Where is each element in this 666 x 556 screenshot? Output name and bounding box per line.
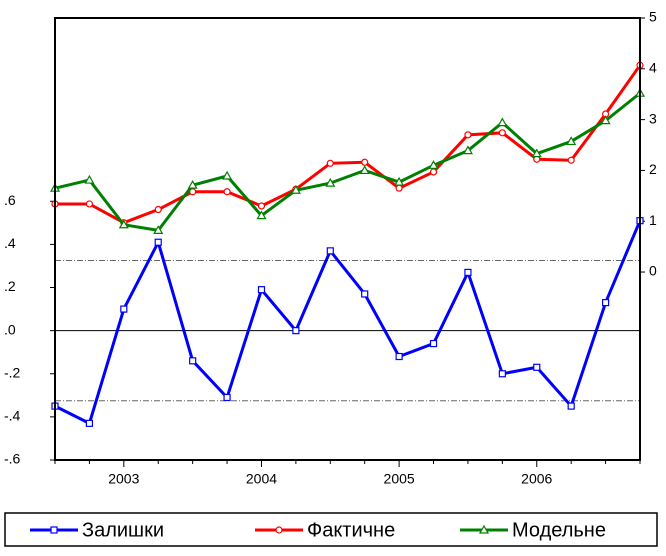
marker <box>120 305 128 313</box>
legend-box <box>4 512 658 547</box>
marker <box>478 524 490 534</box>
y-tick-label: -.6 <box>4 451 21 467</box>
y-tick-label: .0 <box>4 321 16 337</box>
marker <box>275 526 283 534</box>
marker <box>462 145 473 155</box>
marker <box>223 393 231 402</box>
marker <box>464 131 472 139</box>
marker <box>187 179 198 189</box>
y-tick-label: .4 <box>4 235 16 251</box>
marker <box>395 184 403 192</box>
marker <box>290 185 301 194</box>
legend-label: Фактичне <box>307 519 395 541</box>
marker <box>361 158 369 166</box>
marker <box>429 168 438 176</box>
plot-frame <box>54 17 641 461</box>
marker <box>464 268 472 277</box>
series-line <box>54 220 642 426</box>
marker <box>85 200 94 208</box>
y2-tick-label: 0 <box>649 263 657 279</box>
marker <box>497 117 508 127</box>
marker <box>429 339 438 348</box>
y2-tick-label: 5 <box>649 9 657 25</box>
marker <box>223 188 231 196</box>
x-tick-label: 2005 <box>384 471 415 487</box>
x-tick-label: 2003 <box>108 471 139 487</box>
marker <box>361 290 369 298</box>
y-tick-label: -.4 <box>4 408 21 424</box>
marker <box>326 247 334 255</box>
marker <box>498 129 506 137</box>
marker <box>326 159 334 167</box>
marker <box>292 327 300 335</box>
marker <box>567 402 575 410</box>
marker <box>325 177 336 187</box>
x-tick-label: 2006 <box>521 471 552 487</box>
y-tick-label: .2 <box>4 278 16 294</box>
marker <box>566 136 577 146</box>
marker <box>154 238 162 246</box>
marker <box>154 205 162 214</box>
marker <box>567 156 575 164</box>
marker <box>394 176 405 186</box>
marker <box>257 202 266 210</box>
series-line <box>54 92 641 232</box>
marker <box>189 357 197 365</box>
marker <box>189 188 197 196</box>
marker <box>600 115 611 125</box>
y2-tick-label: 1 <box>649 212 657 228</box>
marker <box>84 174 95 184</box>
y2-tick-label: 4 <box>649 60 657 76</box>
legend: Залишки Фактичне Модельне <box>4 512 658 547</box>
marker <box>359 165 370 175</box>
marker <box>498 370 506 378</box>
marker <box>428 160 439 169</box>
marker <box>257 286 266 294</box>
marker <box>118 219 129 229</box>
marker <box>533 363 541 371</box>
marker <box>153 225 164 234</box>
y-tick-label: -.2 <box>4 364 21 380</box>
marker <box>85 419 94 427</box>
marker <box>395 352 403 361</box>
x-tick-label: 2004 <box>246 471 277 487</box>
y2-tick-label: 3 <box>649 110 657 126</box>
marker <box>222 170 233 180</box>
legend-label: Модельне <box>512 519 606 541</box>
series-line <box>55 64 642 225</box>
y-tick-label: .6 <box>4 192 16 208</box>
marker <box>256 210 267 220</box>
marker <box>50 526 58 534</box>
marker <box>531 148 542 158</box>
legend-label: Залишки <box>82 519 164 541</box>
y2-tick-label: 2 <box>649 161 657 177</box>
marker <box>601 299 610 307</box>
